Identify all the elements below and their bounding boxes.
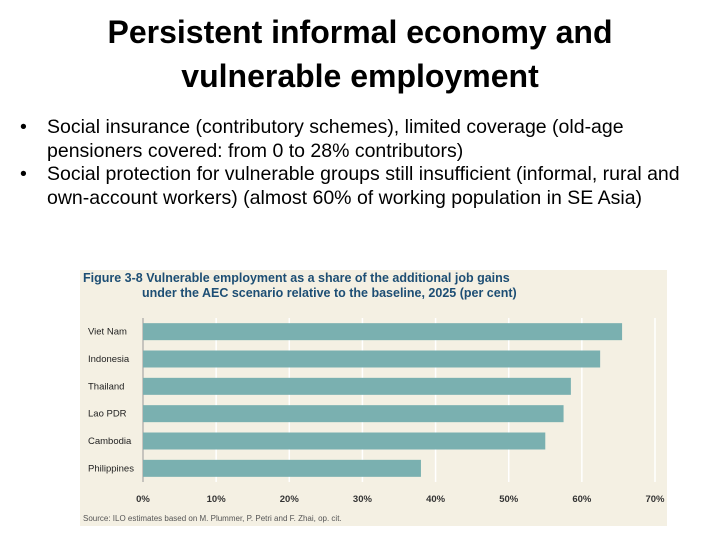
bullet-item: Social insurance (contributory schemes),… [20, 116, 715, 163]
x-tick-label: 10% [207, 494, 227, 505]
bar-philippines [143, 459, 421, 477]
bullet-list: Social insurance (contributory schemes),… [20, 116, 715, 210]
x-tick-label: 40% [426, 494, 446, 505]
figure-panel: 0% 10% 20% 30% 40% 50% 60% 70% Viet Nam Indonesia… [80, 270, 667, 526]
figure-title: Figure 3-8 Vulnerable employment as a sh… [83, 271, 663, 301]
figure-title-line1: Vulnerable employment as a share of the … [146, 271, 510, 285]
bar-lao-pdr [143, 405, 564, 423]
bar-thailand [143, 377, 571, 395]
x-tick-label: 70% [645, 494, 665, 505]
figure-source: Source: ILO estimates based on M. Plumme… [83, 514, 342, 523]
bullet-item: Social protection for vulnerable groups … [20, 163, 715, 210]
x-tick-label: 0% [136, 494, 150, 505]
bar-viet-nam [143, 323, 623, 341]
x-tick-label: 20% [280, 494, 300, 505]
figure-label: Figure 3-8 [83, 271, 143, 285]
category-label: Philippines [88, 463, 134, 474]
category-label: Viet Nam [88, 327, 127, 338]
x-tick-label: 50% [499, 494, 519, 505]
figure-title-line2: under the AEC scenario relative to the b… [142, 286, 517, 300]
category-label: Cambodia [88, 436, 132, 447]
bar-chart: 0% 10% 20% 30% 40% 50% 60% 70% Viet Nam Indonesia… [88, 318, 665, 505]
bar-cambodia [143, 432, 546, 450]
x-tick-label: 60% [572, 494, 592, 505]
category-label: Thailand [88, 381, 124, 392]
category-label: Lao PDR [88, 409, 127, 420]
category-label: Indonesia [88, 354, 130, 365]
x-tick-label: 30% [353, 494, 373, 505]
bar-indonesia [143, 350, 601, 368]
slide-title: Persistent informal economy and vulnerab… [107, 14, 613, 94]
